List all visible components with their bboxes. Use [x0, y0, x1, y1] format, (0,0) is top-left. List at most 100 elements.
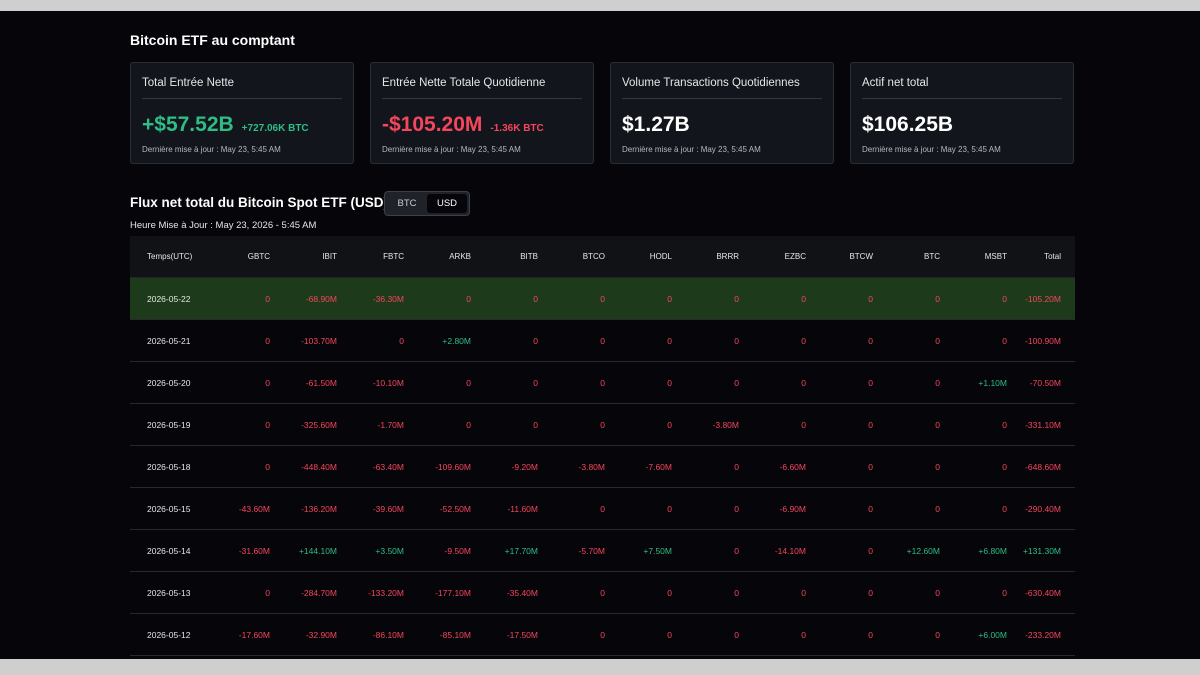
flow-cell: 0: [801, 335, 806, 346]
card-daily-volume: Volume Transactions Quotidiennes $1.27B …: [610, 62, 834, 164]
date-cell: 2026-05-18: [147, 461, 191, 472]
flow-cell: 0: [265, 293, 270, 304]
section-title: Bitcoin ETF au comptant: [130, 32, 295, 48]
flux-title: Flux net total du Bitcoin Spot ETF (USD): [130, 195, 388, 210]
date-cell: 2026-05-21: [147, 335, 191, 346]
card-divider: [862, 98, 1062, 99]
flow-cell: 0: [667, 587, 672, 598]
flow-cell: 0: [868, 293, 873, 304]
date-cell: 2026-05-15: [147, 503, 191, 514]
card-value: +$57.52B: [142, 113, 234, 136]
card-updated: Dernière mise à jour : May 23, 5:45 AM: [382, 145, 521, 154]
flow-cell: -70.50M: [1029, 377, 1061, 388]
flow-cell: 0: [868, 335, 873, 346]
card-value: $1.27B: [622, 113, 690, 136]
flow-cell: 0: [935, 629, 940, 640]
table-row: 2026-05-18 0 -448.40M -63.40M -109.60M -9.20M…: [130, 446, 1075, 488]
flow-cell: 0: [1002, 419, 1007, 430]
flow-cell: -68.90M: [305, 293, 337, 304]
flow-cell: -17.60M: [238, 629, 270, 640]
date-cell: 2026-05-13: [147, 587, 191, 598]
table-header: Temps(UTC) GBTC IBIT FBTC ARKB BITB BTCO HODL BR…: [130, 236, 1075, 278]
flow-cell: 0: [935, 461, 940, 472]
flow-cell: 0: [265, 335, 270, 346]
card-updated: Dernière mise à jour : May 23, 5:45 AM: [622, 145, 761, 154]
flow-cell: -177.10M: [435, 587, 471, 598]
flow-cell: -43.60M: [238, 503, 270, 514]
flow-cell: +7.50M: [643, 545, 672, 556]
flow-cell: 0: [868, 629, 873, 640]
flow-cell: -9.20M: [511, 461, 538, 472]
flow-cell: -39.60M: [372, 503, 404, 514]
column-header-arkb: ARKB: [449, 252, 471, 261]
card-daily-net-inflow: Entrée Nette Totale Quotidienne -$105.20…: [370, 62, 594, 164]
flow-cell: 0: [935, 335, 940, 346]
flow-cell: -133.20M: [368, 587, 404, 598]
card-sub-value: -1.36K BTC: [490, 123, 544, 134]
column-header-btcw: BTCW: [849, 252, 873, 261]
flow-cell: 0: [667, 377, 672, 388]
flow-cell: 0: [600, 377, 605, 388]
flow-cell: -14.10M: [774, 545, 806, 556]
card-updated: Dernière mise à jour : May 23, 5:45 AM: [142, 145, 281, 154]
flow-cell: 0: [935, 587, 940, 598]
flow-cell: +2.80M: [442, 335, 471, 346]
flow-cell: 0: [868, 503, 873, 514]
column-header-msbt: MSBT: [984, 252, 1007, 261]
flow-cell: +131.30M: [1022, 545, 1061, 556]
flow-cell: -35.40M: [506, 587, 538, 598]
flow-cell: 0: [265, 461, 270, 472]
flow-cell: 0: [801, 293, 806, 304]
flow-cell: +3.50M: [375, 545, 404, 556]
flow-cell: -52.50M: [439, 503, 471, 514]
flow-cell: 0: [533, 419, 538, 430]
flow-cell: 0: [868, 587, 873, 598]
table-row: 2026-05-21 0 -103.70M 0 +2.80M 0 0 0 0 0 0 0 0 -100.9…: [130, 320, 1075, 362]
app-frame: Bitcoin ETF au comptant Total Entrée Net…: [0, 11, 1200, 659]
column-header-gbtc: GBTC: [247, 252, 270, 261]
card-total-net-assets: Actif net total $106.25B Dernière mise à…: [850, 62, 1074, 164]
flow-cell: 0: [1002, 461, 1007, 472]
date-cell: 2026-05-14: [147, 545, 191, 556]
flow-cell: 0: [466, 293, 471, 304]
summary-cards: Total Entrée Nette +$57.52B +727.06K BTC…: [130, 62, 1075, 166]
column-header-btco: BTCO: [582, 252, 605, 261]
flow-cell: 0: [734, 377, 739, 388]
card-title: Total Entrée Nette: [142, 77, 235, 89]
card-title: Actif net total: [862, 77, 929, 89]
flow-cell: 0: [600, 629, 605, 640]
flow-cell: 0: [935, 377, 940, 388]
card-divider: [622, 98, 822, 99]
card-value: -$105.20M: [382, 113, 483, 136]
flow-cell: +6.80M: [978, 545, 1007, 556]
flow-cell: -63.40M: [372, 461, 404, 472]
flow-cell: -31.60M: [238, 545, 270, 556]
toggle-btc-button[interactable]: BTC: [397, 198, 417, 209]
flow-cell: -7.60M: [645, 461, 672, 472]
flow-cell: -61.50M: [305, 377, 337, 388]
flow-cell: 0: [868, 545, 873, 556]
table-body: 2026-05-22 0 -68.90M -36.30M 0 0 0 0 0 0 0 0 0 -105.2…: [130, 278, 1075, 656]
flow-cell: 0: [1002, 503, 1007, 514]
flow-cell: -105.20M: [1025, 293, 1061, 304]
flow-cell: -109.60M: [435, 461, 471, 472]
flow-cell: -86.10M: [372, 629, 404, 640]
card-title: Volume Transactions Quotidiennes: [622, 77, 800, 89]
flow-cell: 0: [667, 293, 672, 304]
flow-cell: 0: [533, 335, 538, 346]
flow-cell: 0: [734, 503, 739, 514]
date-cell: 2026-05-20: [147, 377, 191, 388]
toggle-usd-button[interactable]: USD: [427, 194, 467, 213]
flow-cell: -5.70M: [578, 545, 605, 556]
etf-flow-table: Temps(UTC) GBTC IBIT FBTC ARKB BITB BTCO HODL BR…: [130, 236, 1075, 656]
flow-cell: 0: [265, 419, 270, 430]
card-divider: [382, 98, 582, 99]
column-header-hodl: HODL: [649, 252, 672, 261]
flow-cell: -10.10M: [372, 377, 404, 388]
flow-cell: +144.10M: [298, 545, 337, 556]
flow-cell: 0: [935, 503, 940, 514]
flow-cell: 0: [868, 419, 873, 430]
flow-cell: -3.80M: [578, 461, 605, 472]
column-header-ibit: IBIT: [322, 252, 337, 261]
flow-cell: 0: [801, 629, 806, 640]
